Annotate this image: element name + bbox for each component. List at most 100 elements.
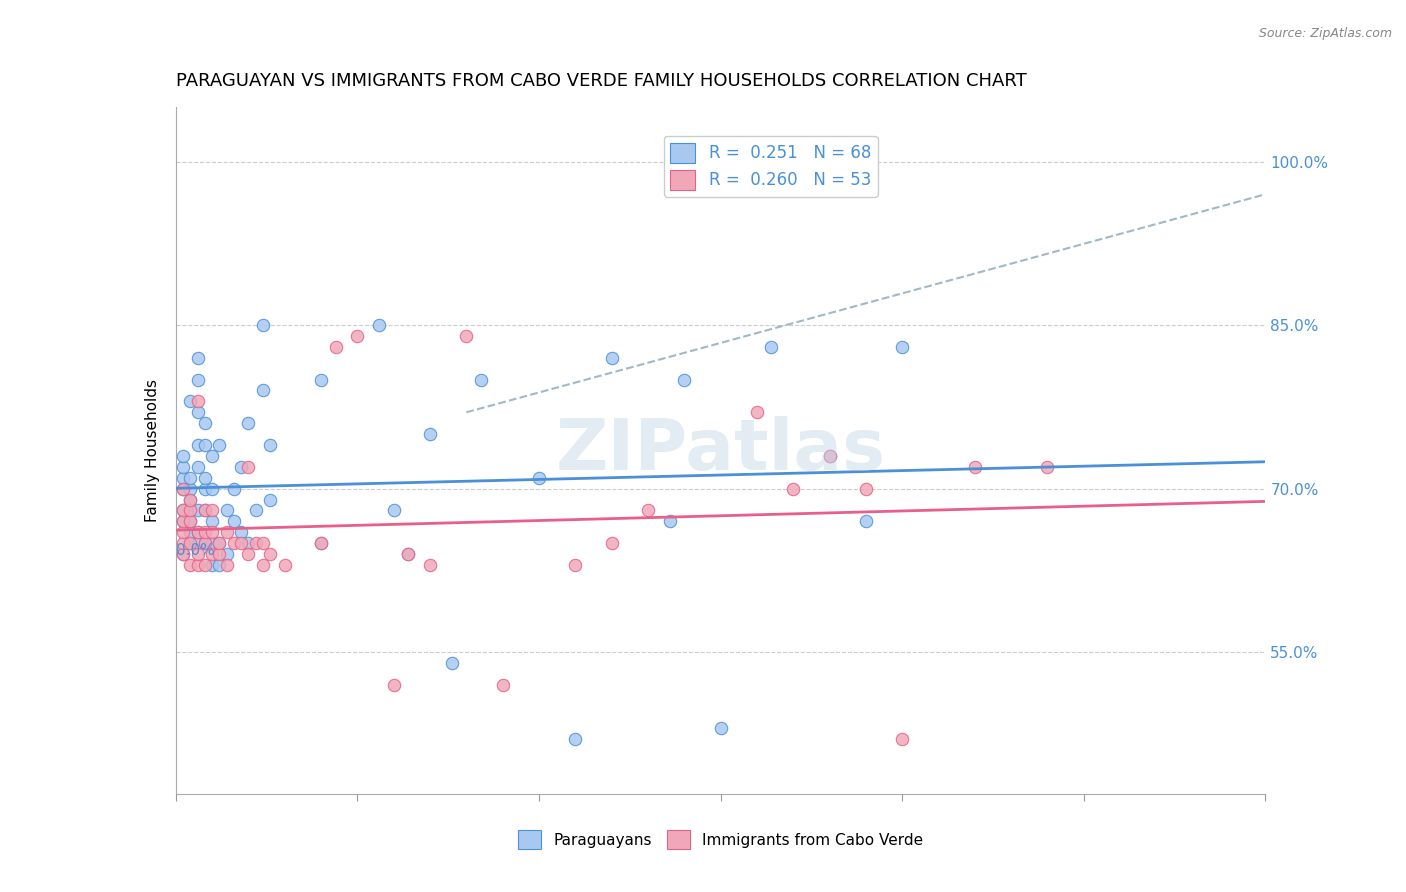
Point (382, 678, 405, 692)
Point (172, 547, 194, 561)
Point (186, 547, 209, 561)
Point (215, 503, 238, 517)
Point (201, 514, 224, 528)
Point (186, 558, 209, 572)
Point (179, 536, 201, 550)
Y-axis label: Family Households: Family Households (145, 379, 160, 522)
Point (245, 536, 267, 550)
Point (186, 459, 209, 474)
Point (172, 449, 194, 463)
Point (259, 438, 281, 452)
Point (186, 525, 209, 540)
Point (252, 318, 274, 332)
Text: ZIPatlas: ZIPatlas (555, 416, 886, 485)
Point (231, 459, 253, 474)
Point (208, 558, 231, 572)
Point (673, 373, 696, 387)
Point (186, 525, 209, 540)
Point (186, 373, 209, 387)
Point (222, 482, 245, 496)
Point (245, 503, 267, 517)
Point (186, 394, 209, 409)
Point (179, 471, 201, 485)
Point (238, 536, 260, 550)
Point (179, 536, 201, 550)
Point (186, 351, 209, 365)
Point (309, 373, 332, 387)
Point (252, 558, 274, 572)
Point (818, 449, 841, 463)
Point (396, 547, 419, 561)
Point (396, 547, 419, 561)
Point (891, 340, 914, 354)
Point (201, 482, 224, 496)
Point (818, 449, 841, 463)
Point (172, 547, 194, 561)
Point (470, 373, 492, 387)
Point (564, 732, 586, 747)
Point (658, 514, 681, 528)
Point (600, 351, 623, 365)
Point (208, 536, 231, 550)
Point (492, 678, 515, 692)
Point (1036, 459, 1059, 474)
Point (172, 503, 194, 517)
Point (419, 558, 441, 572)
Point (179, 482, 201, 496)
Point (186, 503, 209, 517)
Point (179, 492, 201, 507)
Text: PARAGUAYAN VS IMMIGRANTS FROM CABO VERDE FAMILY HOUSEHOLDS CORRELATION CHART: PARAGUAYAN VS IMMIGRANTS FROM CABO VERDE… (176, 72, 1026, 90)
Point (891, 732, 914, 747)
Point (172, 471, 194, 485)
Point (194, 558, 217, 572)
Point (194, 503, 217, 517)
Point (179, 514, 201, 528)
Point (194, 438, 217, 452)
Point (201, 503, 224, 517)
Point (855, 482, 877, 496)
Point (238, 416, 260, 430)
Point (215, 547, 238, 561)
Point (325, 340, 347, 354)
Point (172, 514, 194, 528)
Point (179, 558, 201, 572)
Point (215, 558, 238, 572)
Point (259, 547, 281, 561)
Point (710, 722, 733, 736)
Point (186, 405, 209, 419)
Point (201, 558, 224, 572)
Point (252, 384, 274, 398)
Point (201, 525, 224, 540)
Point (194, 416, 217, 430)
Point (564, 558, 586, 572)
Point (761, 340, 783, 354)
Point (231, 536, 253, 550)
Text: Source: ZipAtlas.com: Source: ZipAtlas.com (1258, 27, 1392, 40)
Point (172, 482, 194, 496)
Point (172, 482, 194, 496)
Point (186, 438, 209, 452)
Point (194, 503, 217, 517)
Point (194, 482, 217, 496)
Point (274, 558, 297, 572)
Point (172, 525, 194, 540)
Text: 0.0%: 0.0% (176, 543, 215, 558)
Point (346, 329, 368, 343)
Point (782, 482, 804, 496)
Point (963, 459, 986, 474)
Point (179, 503, 201, 517)
Point (368, 318, 391, 332)
Point (208, 536, 231, 550)
Point (309, 536, 332, 550)
Point (222, 536, 245, 550)
Point (201, 547, 224, 561)
Point (238, 547, 260, 561)
Point (172, 536, 194, 550)
Legend: Paraguayans, Immigrants from Cabo Verde: Paraguayans, Immigrants from Cabo Verde (512, 824, 929, 855)
Point (440, 656, 463, 670)
Point (179, 503, 201, 517)
Point (215, 525, 238, 540)
Point (855, 514, 877, 528)
Point (172, 514, 194, 528)
Point (201, 449, 224, 463)
